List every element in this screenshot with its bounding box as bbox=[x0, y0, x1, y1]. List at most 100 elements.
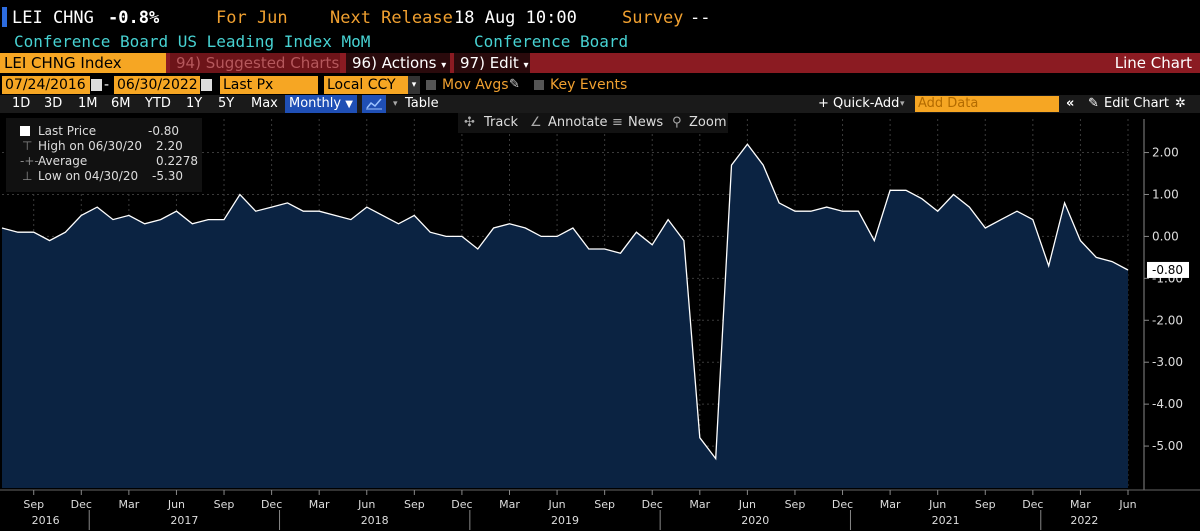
description: Conference Board US Leading Index MoM bbox=[14, 32, 371, 51]
survey-value: -- bbox=[690, 8, 711, 28]
field-select[interactable]: Last Px bbox=[220, 76, 318, 94]
actions-button[interactable]: 96) Actions ▾ bbox=[346, 53, 450, 73]
annotate-icon[interactable]: ∠ bbox=[530, 115, 542, 130]
low-value: -5.30 bbox=[152, 169, 184, 183]
x-tick-label: Dec bbox=[71, 498, 92, 511]
edit-button[interactable]: 97) Edit ▾ bbox=[454, 53, 530, 73]
mov-avgs-checkbox[interactable] bbox=[426, 80, 436, 90]
x-tick-label: Sep bbox=[214, 498, 235, 511]
chevron-down-icon[interactable]: ▾ bbox=[900, 99, 905, 109]
calendar-icon[interactable] bbox=[201, 79, 212, 91]
high-label: High on 06/30/20 bbox=[38, 139, 143, 153]
last-price-label: Last Price bbox=[38, 124, 97, 138]
period-ytd[interactable]: YTD bbox=[145, 96, 171, 111]
next-release-label: Next Release bbox=[330, 8, 453, 28]
y-tick-label: -4.00 bbox=[1152, 397, 1183, 411]
x-tick-label: Dec bbox=[832, 498, 853, 511]
chevron-down-icon[interactable]: ▾ bbox=[408, 76, 420, 94]
track-icon[interactable]: ✣ bbox=[464, 115, 475, 130]
y-axis: 2.001.000.00-1.00-2.00-3.00-4.00-5.00-0.… bbox=[1143, 119, 1189, 490]
low-marker-icon: ⊥ bbox=[22, 169, 33, 183]
chart-type-label[interactable]: Line Chart bbox=[1114, 54, 1192, 72]
x-tick-label: Sep bbox=[594, 498, 615, 511]
zoom-button[interactable]: Zoom bbox=[689, 115, 727, 130]
chevron-down-icon[interactable]: ▾ bbox=[393, 99, 398, 109]
description-row: Conference Board US Leading Index MoM Co… bbox=[0, 32, 1200, 52]
x-tick-label: Jun bbox=[547, 498, 565, 511]
x-year-label: 2020 bbox=[741, 514, 769, 527]
frequency-label: Monthly bbox=[289, 96, 342, 111]
collapse-icon[interactable]: « bbox=[1066, 96, 1075, 111]
table-button[interactable]: Table bbox=[405, 96, 439, 111]
survey-label: Survey bbox=[622, 8, 684, 28]
high-marker-icon: ⊤ bbox=[22, 139, 33, 153]
x-tick-label: Sep bbox=[23, 498, 44, 511]
pencil-icon[interactable]: ✎ bbox=[1088, 96, 1099, 111]
suggested-charts-button[interactable]: 94) Suggested Charts bbox=[170, 53, 340, 73]
y-tick-label: -3.00 bbox=[1152, 355, 1183, 369]
end-date-field[interactable]: 06/30/2022 bbox=[114, 76, 200, 94]
news-icon[interactable]: ≡ bbox=[612, 115, 623, 130]
x-year-label: 2017 bbox=[170, 514, 198, 527]
start-date-field[interactable]: 07/24/2016 bbox=[2, 76, 90, 94]
x-tick-label: Dec bbox=[642, 498, 663, 511]
legend-box: Last Price -0.80 ⊤ High on 06/30/20 2.20… bbox=[6, 118, 202, 192]
track-button[interactable]: Track bbox=[484, 115, 519, 130]
period-max[interactable]: Max bbox=[251, 96, 278, 111]
calendar-icon[interactable] bbox=[91, 79, 102, 91]
security-input[interactable]: LEI CHNG Index bbox=[0, 53, 166, 73]
period-5y[interactable]: 5Y bbox=[218, 96, 235, 111]
x-tick-label: Dec bbox=[451, 498, 472, 511]
period-6m[interactable]: 6M bbox=[111, 96, 131, 111]
x-tick-label: Sep bbox=[785, 498, 806, 511]
x-axis: Sep Dec Mar Jun Sep Dec Mar Jun Sep Dec Mar Jun Sep D… bbox=[0, 489, 1200, 530]
x-tick-label: Mar bbox=[118, 498, 139, 511]
command-bar: LEI CHNG Index 94) Suggested Charts 96) … bbox=[0, 53, 1200, 73]
period-1m[interactable]: 1M bbox=[78, 96, 98, 111]
y-tick-label: 2.00 bbox=[1152, 146, 1179, 160]
edit-chart-button[interactable]: Edit Chart bbox=[1104, 96, 1170, 111]
series-line bbox=[1, 143, 1129, 461]
period-3d[interactable]: 3D bbox=[44, 96, 63, 111]
period-1d[interactable]: 1D bbox=[12, 96, 31, 111]
chart-controls: 07/24/2016 - 06/30/2022 Last Px Local CC… bbox=[0, 76, 1200, 94]
period-1y[interactable]: 1Y bbox=[186, 96, 203, 111]
chevron-down-icon: ▾ bbox=[523, 60, 529, 71]
frequency-select[interactable]: Monthly ▼ bbox=[285, 95, 357, 113]
x-tick-label: Mar bbox=[880, 498, 901, 511]
chevron-down-icon: ▾ bbox=[441, 60, 447, 71]
ticker: LEI CHNG bbox=[12, 8, 94, 28]
annotate-button[interactable]: Annotate bbox=[548, 115, 608, 130]
line-chart-icon[interactable] bbox=[362, 95, 386, 113]
x-tick-label: Sep bbox=[975, 498, 996, 511]
x-year-label: 2019 bbox=[551, 514, 579, 527]
pencil-icon[interactable]: ✎ bbox=[509, 77, 520, 92]
last-change: -0.8% bbox=[108, 8, 160, 28]
actions-label: 96) Actions bbox=[352, 54, 437, 72]
key-events-label: Key Events bbox=[550, 77, 628, 93]
last-price-swatch bbox=[20, 126, 30, 136]
next-release-value: 18 Aug 10:00 bbox=[454, 8, 577, 28]
average-marker-icon: -+- bbox=[20, 154, 39, 168]
x-tick-label: Jun bbox=[357, 498, 375, 511]
add-data-input[interactable]: Add Data bbox=[915, 96, 1059, 112]
y-tick-label: -5.00 bbox=[1152, 439, 1183, 453]
header-accent-bar bbox=[2, 7, 7, 27]
x-year-label: 2021 bbox=[932, 514, 960, 527]
key-events-checkbox[interactable] bbox=[534, 80, 544, 90]
average-label: Average bbox=[38, 154, 88, 168]
quick-add-button[interactable]: + Quick-Add bbox=[818, 96, 900, 111]
currency-select[interactable]: Local CCY bbox=[324, 76, 408, 94]
gear-icon[interactable]: ✲ bbox=[1175, 96, 1186, 111]
x-year-label: 2018 bbox=[361, 514, 389, 527]
x-tick-label: Jun bbox=[167, 498, 185, 511]
x-tick-label: Mar bbox=[309, 498, 330, 511]
period: For Jun bbox=[216, 8, 288, 28]
news-button[interactable]: News bbox=[628, 115, 664, 130]
chevron-down-icon: ▼ bbox=[345, 99, 353, 110]
chart-area[interactable]: 2.001.000.00-1.00-2.00-3.00-4.00-5.00-0.… bbox=[0, 113, 1200, 531]
x-tick-label: Mar bbox=[499, 498, 520, 511]
zoom-icon[interactable]: ⚲ bbox=[672, 115, 682, 130]
series-area bbox=[2, 144, 1128, 488]
series-points bbox=[1, 144, 1129, 459]
